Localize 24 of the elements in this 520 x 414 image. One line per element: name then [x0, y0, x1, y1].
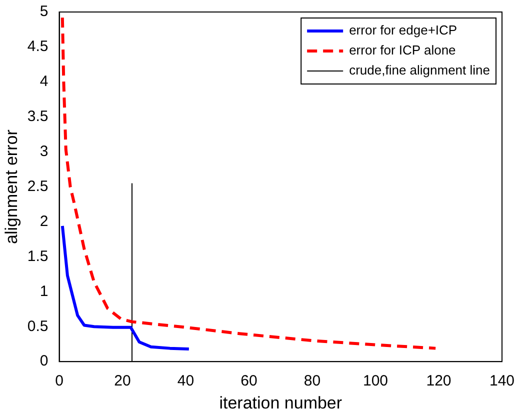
y-tick-label: 1.5	[27, 248, 48, 265]
x-axis-title: iteration number	[219, 393, 342, 412]
y-tick-label: 4.5	[27, 38, 48, 56]
y-tick-label: 3.5	[27, 108, 48, 126]
x-tick-label: 100	[362, 372, 388, 390]
x-tick-label: 20	[114, 372, 131, 390]
x-tick-label: 40	[177, 372, 194, 390]
x-tick-label: 80	[304, 372, 321, 390]
y-tick-label: 0.5	[27, 318, 48, 335]
y-tick-label: 2	[40, 212, 48, 230]
x-tick-label: 60	[240, 372, 258, 390]
y-tick-label: 0	[40, 352, 48, 370]
legend-label: error for ICP alone	[349, 42, 456, 58]
y-tick-label: 2.5	[27, 178, 48, 195]
y-tick-label: 3	[40, 142, 48, 160]
legend-label: crude,fine alignment line	[349, 62, 490, 78]
legend-label: error for edge+ICP	[349, 22, 458, 38]
x-tick-label: 120	[426, 372, 452, 390]
x-tick-label: 140	[489, 372, 515, 390]
x-tick-label: 0	[55, 372, 64, 390]
y-tick-label: 1	[40, 282, 48, 300]
y-axis-title: alignment error	[2, 129, 21, 244]
y-tick-label: 4	[40, 73, 48, 90]
y-tick-label: 5	[40, 3, 48, 20]
